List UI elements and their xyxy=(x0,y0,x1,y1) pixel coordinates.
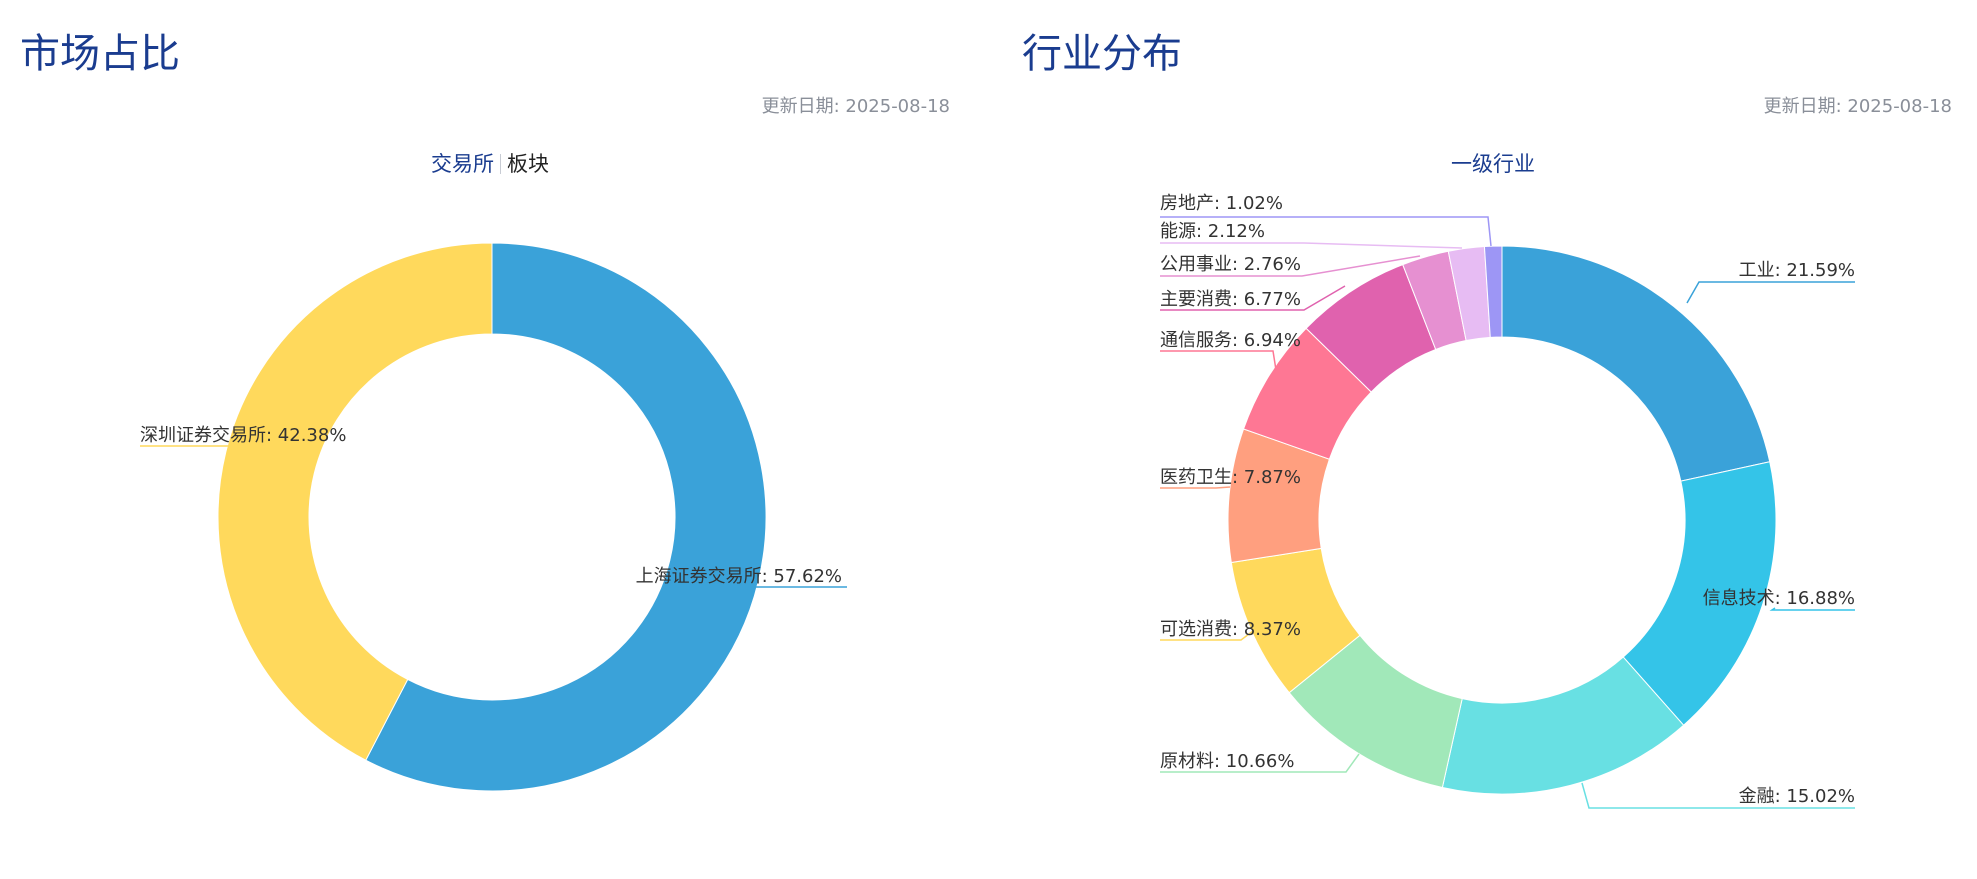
slice-label-text: 上海证券交易所: 57.62% xyxy=(636,566,842,587)
donut-slices xyxy=(1227,245,1777,795)
label-slice-0: 工业: 21.59% xyxy=(1686,260,1855,304)
slice-label-text: 深圳证券交易所: 42.38% xyxy=(140,425,346,446)
label-slice-4: 可选消费: 8.37% xyxy=(1160,619,1301,641)
label-slice-0: 上海证券交易所: 57.62% xyxy=(636,566,847,588)
slice-label-text: 主要消费: 6.77% xyxy=(1160,289,1301,310)
slice-label-text: 信息技术: 16.88% xyxy=(1703,588,1855,609)
label-slice-1: 信息技术: 16.88% xyxy=(1703,588,1855,611)
tab-bar: 交易所 板块 xyxy=(0,148,984,178)
slice-labels: 上海证券交易所: 57.62% 深圳证券交易所: 42.38% xyxy=(140,425,847,588)
label-leader-line xyxy=(1160,255,1421,277)
label-leader-line xyxy=(1160,486,1231,489)
label-slice-1: 深圳证券交易所: 42.38% xyxy=(140,425,346,447)
panel-title: 行业分布 xyxy=(1022,31,1182,77)
label-slice-6: 通信服务: 6.94% xyxy=(1160,330,1301,371)
label-slice-8: 公用事业: 2.76% xyxy=(1160,254,1421,277)
slice-label-text: 能源: 2.12% xyxy=(1160,221,1265,242)
tab-exchange[interactable]: 交易所 xyxy=(431,152,494,176)
update-date: 更新日期: 2025-08-18 xyxy=(761,96,950,117)
slice-label-text: 可选消费: 8.37% xyxy=(1160,619,1301,640)
label-slice-7: 主要消费: 6.77% xyxy=(1160,285,1346,311)
donut-slices xyxy=(217,242,767,792)
label-leader-line xyxy=(1160,753,1360,773)
label-slice-2: 金融: 15.02% xyxy=(1581,782,1855,809)
slice-label-text: 原材料: 10.66% xyxy=(1160,751,1294,772)
market-share-panel: 市场占比 更新日期: 2025-08-18 交易所 板块 上海证券交易所: 57.… xyxy=(0,0,988,879)
label-slice-10: 房地产: 1.02% xyxy=(1160,193,1492,247)
slice-labels: 工业: 21.59% 信息技术: 16.88% 金融: 15.02% 原材料: 10.… xyxy=(1160,193,1855,809)
label-leader-line xyxy=(1160,216,1492,247)
label-leader-line xyxy=(1581,782,1855,809)
slice-label-text: 房地产: 1.02% xyxy=(1160,193,1283,214)
update-date: 更新日期: 2025-08-18 xyxy=(1763,96,1952,117)
tab-bar: 一级行业 xyxy=(999,148,1977,178)
label-leader-line xyxy=(1160,242,1463,249)
industry-donut-chart: 工业: 21.59% 信息技术: 16.88% 金融: 15.02% 原材料: 10.… xyxy=(1160,193,1855,809)
slice-label-text: 公用事业: 2.76% xyxy=(1160,254,1301,275)
label-leader-line xyxy=(1686,281,1855,304)
label-slice-3: 原材料: 10.66% xyxy=(1160,751,1360,773)
slice-label-text: 医药卫生: 7.87% xyxy=(1160,467,1301,488)
slice-slice-10[interactable] xyxy=(1483,245,1503,338)
industry-distribution-panel: 行业分布 更新日期: 2025-08-18 一级行业 工业: 21.59% 信息技… xyxy=(1002,0,1977,879)
slice-label-text: 金融: 15.02% xyxy=(1739,786,1855,807)
label-leader-line xyxy=(1160,630,1254,641)
label-slice-9: 能源: 2.12% xyxy=(1160,221,1463,249)
label-slice-5: 医药卫生: 7.87% xyxy=(1160,467,1301,489)
panel-title: 市场占比 xyxy=(20,31,180,77)
label-leader-line xyxy=(1160,285,1346,311)
tab-divider xyxy=(500,154,501,174)
slice-label-text: 工业: 21.59% xyxy=(1739,260,1855,281)
tab-level1-industry[interactable]: 一级行业 xyxy=(1451,152,1535,176)
slice-label-text: 通信服务: 6.94% xyxy=(1160,330,1301,351)
tab-board[interactable]: 板块 xyxy=(507,152,549,176)
slice-slice-1[interactable] xyxy=(217,242,493,761)
label-leader-line xyxy=(1160,350,1277,371)
slice-slice-0[interactable] xyxy=(365,242,767,792)
exchange-donut-chart: 上海证券交易所: 57.62% 深圳证券交易所: 42.38% xyxy=(140,242,847,792)
label-leader-line xyxy=(1769,607,1855,611)
